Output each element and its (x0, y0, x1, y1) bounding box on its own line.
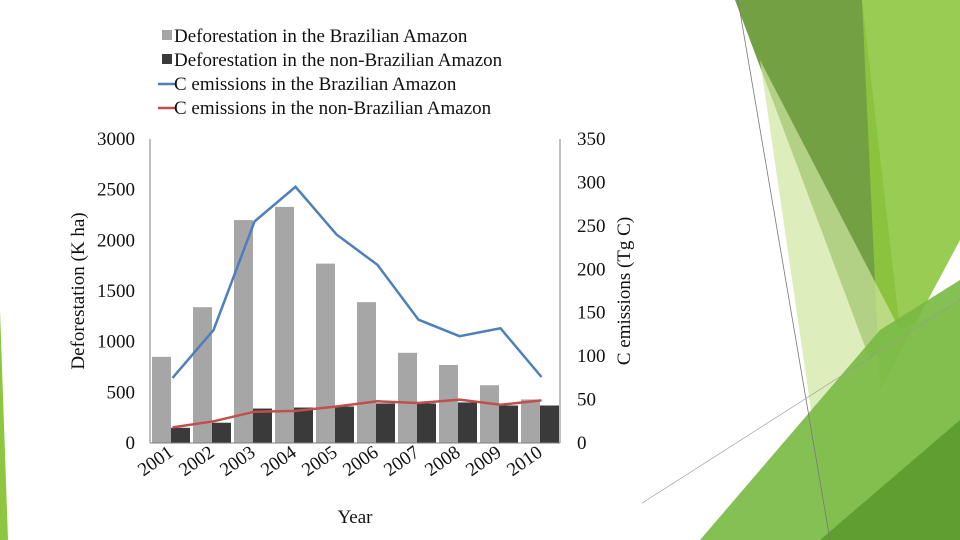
y-tick-label: 1000 (97, 332, 135, 353)
bar-brazilian-2006 (357, 302, 376, 443)
legend-label: Deforestation in the Brazilian Amazon (174, 26, 468, 47)
y-tick-label: 3000 (97, 129, 135, 150)
green-shape-bottom-right (700, 280, 960, 540)
y-tick-labels: 0 500 1000 1500 2000 2500 3000 (97, 129, 135, 454)
line-c-emissions-brazilian (171, 185, 543, 379)
y2-tick-label: 200 (577, 259, 606, 280)
legend-label: C emissions in the Brazilian Amazon (174, 74, 457, 95)
y2-tick-label: 350 (577, 129, 606, 150)
y2-tick-label: 150 (577, 303, 606, 324)
bar-brazilian-2010 (521, 399, 540, 443)
green-shape-left-edge (0, 310, 8, 540)
decor-line-2 (599, 299, 960, 531)
bar-non-brazilian-2004 (294, 407, 313, 443)
bar-non-brazilian-2009 (499, 405, 518, 443)
bar-non-brazilian-2006 (376, 403, 395, 443)
bar-non-brazilian-2007 (417, 403, 436, 443)
bar-brazilian-2002 (193, 307, 212, 443)
bar-non-brazilian-2005 (335, 406, 354, 443)
y2-tick-label: 250 (577, 216, 606, 237)
bar-non-brazilian-2003 (253, 408, 272, 443)
bar-brazilian-2001 (152, 356, 171, 443)
bar-brazilian-2005 (316, 263, 335, 443)
y-tick-label: 1500 (97, 281, 135, 302)
lines (171, 185, 543, 429)
bars (152, 206, 559, 443)
bar-non-brazilian-2002 (212, 422, 231, 443)
legend-swatch (162, 54, 172, 64)
y2-tick-labels: 0 50 100 150 200 250 300 350 (577, 129, 606, 454)
y2-tick-label: 100 (577, 346, 606, 367)
chart-background (62, 12, 642, 532)
bar-brazilian-2009 (480, 385, 499, 443)
legend-swatch (162, 30, 172, 40)
y-tick-label: 2000 (97, 230, 135, 251)
legend-label: Deforestation in the non-Brazilian Amazo… (174, 50, 503, 71)
y2-tick-label: 300 (577, 172, 606, 193)
y2-tick-label: 50 (577, 390, 596, 411)
y-tick-label: 500 (107, 382, 136, 403)
green-shape-right-light (862, 0, 960, 390)
bar-non-brazilian-2001 (171, 427, 190, 443)
bar-brazilian-2007 (398, 352, 417, 443)
y-tick-label: 2500 (97, 180, 135, 201)
line-c-emissions-non-brazilian (172, 398, 542, 429)
bar-non-brazilian-2008 (458, 402, 477, 443)
legend-label: C emissions in the non-Brazilian Amazon (174, 98, 492, 119)
legend: Deforestation in the Brazilian Amazon Def… (158, 26, 503, 119)
bar-non-brazilian-2010 (540, 405, 559, 443)
bar-brazilian-2008 (439, 364, 458, 443)
bar-brazilian-2003 (234, 220, 253, 443)
y-axis-label: Deforestation (K ha) (68, 212, 89, 369)
bar-brazilian-2004 (275, 206, 294, 443)
x-axis-label: Year (337, 507, 373, 528)
green-shape-bottom-edge (820, 420, 960, 540)
decor-line-1 (737, 0, 831, 540)
y2-axis-label: C emissions (Tg C) (614, 217, 635, 365)
y2-tick-label: 0 (577, 433, 587, 454)
y-tick-label: 0 (126, 433, 136, 454)
